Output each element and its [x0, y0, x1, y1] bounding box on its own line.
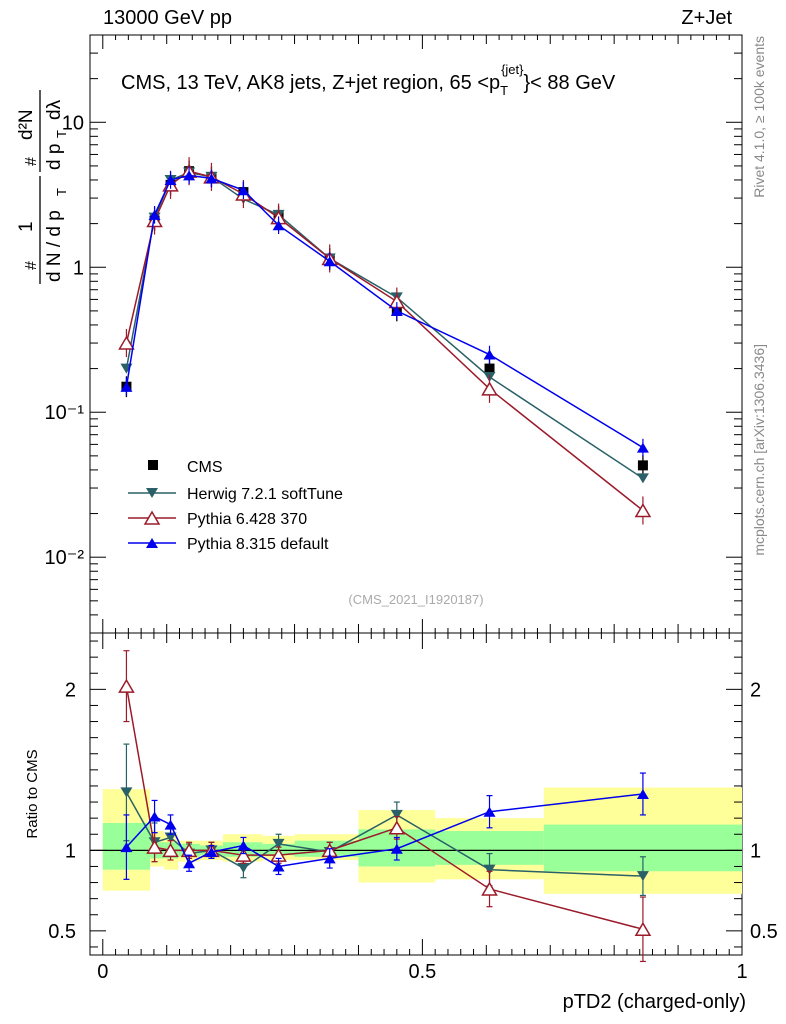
main-point-pythia6 [118, 335, 135, 350]
ratio-point-pythia6 [118, 678, 135, 693]
svg-text:#: # [23, 157, 40, 166]
ratio-point-pythia8 [205, 846, 218, 857]
main-title-end: }< 88 GeV [524, 72, 616, 94]
ratio-point-pythia6 [388, 820, 406, 835]
main-ytick-label: 10⁻¹ [45, 402, 85, 424]
ratio-xtick-label: 0.5 [408, 961, 436, 983]
svg-text:1: 1 [16, 221, 37, 232]
watermark: (CMS_2021_I1920187) [348, 592, 483, 607]
ratio-ytick-label-right: 1 [750, 840, 761, 862]
legend: CMS Herwig 7.2.1 softTune Pythia 6.428 3… [128, 459, 343, 553]
main-title-sup: {jet} [501, 62, 524, 77]
ratio-ytick-label-right: 2 [750, 679, 761, 701]
main-point-cms [637, 460, 648, 471]
ratio-point-pythia8 [183, 858, 196, 869]
ratio-point-pythia8 [272, 861, 285, 872]
ratio-point-pythia8 [483, 806, 496, 817]
main-series [118, 157, 652, 525]
main-title-text: CMS, 13 TeV, AK8 jets, Z+jet region, 65 … [121, 72, 500, 94]
ratio-ytick-label-left: 0.5 [48, 921, 76, 943]
svg-text:T: T [54, 188, 69, 196]
ratio-ytick-label-right: 0.5 [750, 921, 778, 943]
svg-text:#: # [23, 261, 40, 270]
mcplots-note: mcplots.cern.ch [arXiv:1306.3436] [751, 344, 767, 556]
ratio-point-herwig [237, 863, 250, 874]
legend-entry-pythia6: Pythia 6.428 370 [128, 510, 307, 528]
ratio-point-herwig [164, 832, 177, 843]
svg-text:d N / d p: d N / d p [44, 210, 65, 282]
ratio-xtick-label: 0 [97, 961, 108, 983]
ratio-point-pythia6 [634, 921, 652, 936]
main-title: CMS, 13 TeV, AK8 jets, Z+jet region, 65 … [121, 62, 616, 98]
ratio-axis-ticks: 0.5 0.51 12 20 0.5 1 [48, 633, 778, 983]
main-point-cms [484, 363, 495, 374]
header-right: Z+Jet [681, 7, 732, 29]
ratio-point-pythia8 [237, 840, 250, 851]
main-line-herwig [125, 171, 644, 479]
legend-entry-herwig: Herwig 7.2.1 softTune [128, 486, 343, 503]
main-title-sub: T [500, 83, 508, 98]
header-left: 13000 GeV pp [103, 7, 232, 29]
ratio-point-pythia8 [636, 789, 649, 799]
legend-label-cms: CMS [187, 459, 223, 476]
ratio-point-herwig [120, 787, 133, 798]
ratio-xtick-label: 1 [736, 961, 747, 983]
ratio-ytick-label-left: 1 [65, 840, 76, 862]
ratio-ytick-label-left: 2 [65, 679, 76, 701]
ratio-point-pythia8 [323, 853, 336, 864]
main-line-pythia8 [125, 174, 644, 449]
main-ytick-label: 1 [73, 257, 84, 279]
ratio-point-pythia8 [148, 811, 161, 822]
svg-text:d²N: d²N [16, 109, 37, 140]
legend-label-herwig: Herwig 7.2.1 softTune [187, 486, 343, 503]
svg-text:dλ: dλ [44, 99, 65, 120]
ratio-point-herwig [636, 871, 649, 882]
ratio-point-herwig [272, 838, 285, 849]
svg-text:T: T [54, 130, 69, 138]
legend-label-pythia8: Pythia 8.315 default [187, 536, 329, 553]
ratio-point-herwig [483, 864, 496, 875]
legend-label-pythia6: Pythia 6.428 370 [187, 511, 307, 528]
main-point-herwig [636, 473, 649, 484]
ratio-series [118, 650, 652, 963]
rivet-note: Rivet 4.1.0, ≥ 100k events [751, 36, 767, 198]
main-axis-ticks: 10⁻² 10⁻¹ 1 10 [45, 34, 743, 634]
svg-text:d p: d p [44, 144, 65, 170]
main-ytick-label: 10 [62, 112, 84, 134]
main-ytick-label: 10⁻² [45, 547, 85, 569]
ratio-point-pythia6 [235, 847, 252, 862]
ratio-point-herwig [390, 809, 403, 820]
ratio-point-pythia6 [146, 839, 163, 854]
ratio-point-pythia8 [164, 819, 177, 830]
legend-entry-pythia8: Pythia 8.315 default [128, 536, 329, 553]
ratio-xlabel: pTD2 (charged-only) [563, 991, 746, 1013]
ratio-point-pythia8 [390, 843, 403, 854]
main-cms-errors [125, 160, 644, 476]
ratio-point-pythia6 [162, 842, 179, 858]
main-ylabel: # 1 d N / d p T # d²N d p T dλ [16, 90, 69, 284]
ratio-point-pythia8 [120, 842, 133, 853]
ratio-point-pythia6 [481, 881, 498, 896]
legend-entry-cms: CMS [148, 459, 223, 476]
ratio-ylabel: Ratio to CMS [24, 749, 41, 838]
